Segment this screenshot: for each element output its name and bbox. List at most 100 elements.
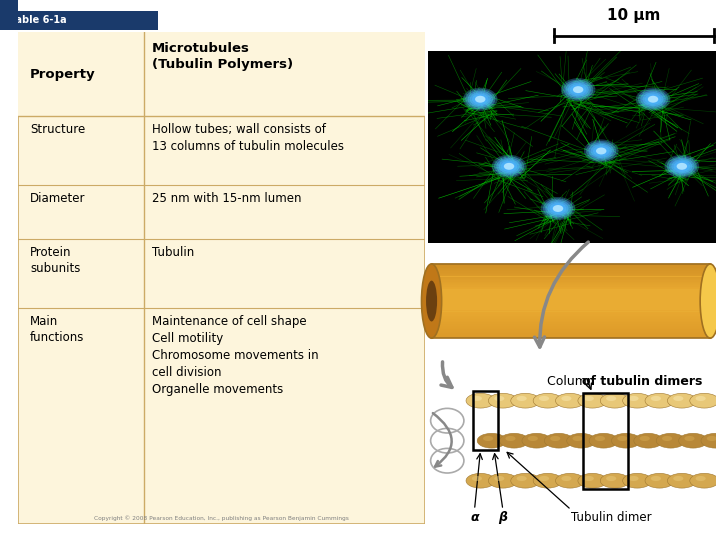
- Circle shape: [677, 163, 687, 170]
- Bar: [431, 321, 710, 322]
- Bar: [431, 273, 710, 274]
- Circle shape: [638, 89, 668, 109]
- Bar: [431, 293, 710, 294]
- Circle shape: [611, 433, 641, 448]
- Circle shape: [665, 155, 699, 178]
- Circle shape: [516, 396, 527, 401]
- Circle shape: [678, 164, 685, 169]
- Text: Main
functions: Main functions: [30, 315, 84, 344]
- Circle shape: [596, 147, 606, 154]
- Circle shape: [669, 158, 695, 175]
- Circle shape: [469, 92, 491, 106]
- Circle shape: [510, 474, 540, 488]
- Bar: [431, 332, 710, 333]
- Text: Microtubules
(Tubulin Polymers): Microtubules (Tubulin Polymers): [152, 42, 293, 71]
- Text: Diameter: Diameter: [30, 192, 86, 205]
- Circle shape: [589, 433, 618, 448]
- Bar: [431, 309, 710, 310]
- Circle shape: [543, 199, 573, 219]
- Circle shape: [673, 476, 683, 481]
- Circle shape: [600, 150, 603, 152]
- Circle shape: [563, 79, 593, 100]
- Circle shape: [539, 396, 549, 401]
- Circle shape: [651, 396, 661, 401]
- Bar: [431, 312, 710, 313]
- Circle shape: [572, 436, 582, 441]
- Bar: [431, 336, 710, 337]
- Bar: [431, 325, 710, 326]
- Circle shape: [510, 393, 540, 408]
- Circle shape: [472, 476, 482, 481]
- Bar: [431, 291, 710, 292]
- Text: Structure: Structure: [30, 123, 86, 136]
- Bar: [431, 308, 710, 309]
- Bar: [431, 334, 710, 336]
- Circle shape: [467, 91, 493, 107]
- Circle shape: [645, 94, 661, 105]
- Bar: [431, 294, 710, 295]
- Circle shape: [645, 393, 674, 408]
- Bar: [431, 262, 710, 264]
- Circle shape: [541, 197, 575, 220]
- Circle shape: [649, 97, 657, 102]
- Bar: [431, 329, 710, 330]
- Bar: [473, 391, 498, 450]
- Circle shape: [572, 86, 584, 93]
- Circle shape: [466, 474, 495, 488]
- Circle shape: [648, 96, 658, 103]
- Bar: [431, 295, 710, 296]
- Text: Tubulin dimer: Tubulin dimer: [571, 511, 652, 524]
- Circle shape: [590, 144, 612, 158]
- Circle shape: [617, 436, 627, 441]
- Circle shape: [500, 433, 528, 448]
- Circle shape: [556, 393, 585, 408]
- Circle shape: [593, 145, 609, 157]
- Circle shape: [498, 159, 520, 173]
- Circle shape: [554, 206, 562, 211]
- Bar: [431, 274, 710, 275]
- Text: Protein
subunits: Protein subunits: [30, 246, 81, 275]
- Circle shape: [652, 98, 654, 100]
- Circle shape: [545, 200, 571, 217]
- Circle shape: [676, 163, 688, 170]
- Bar: [431, 283, 710, 284]
- Bar: [431, 333, 710, 334]
- Circle shape: [701, 433, 720, 448]
- Circle shape: [606, 396, 616, 401]
- Bar: [18, 32, 425, 116]
- Circle shape: [623, 393, 652, 408]
- Bar: [431, 304, 710, 306]
- Circle shape: [586, 141, 616, 161]
- Circle shape: [505, 436, 516, 441]
- Circle shape: [667, 393, 696, 408]
- Bar: [431, 288, 710, 289]
- Text: Property: Property: [30, 68, 96, 80]
- Circle shape: [647, 95, 659, 103]
- Circle shape: [552, 205, 564, 212]
- Circle shape: [533, 474, 562, 488]
- Bar: [431, 278, 710, 279]
- Bar: [431, 264, 710, 338]
- Bar: [431, 292, 710, 293]
- Circle shape: [600, 474, 629, 488]
- Bar: [431, 326, 710, 327]
- Text: α: α: [470, 511, 479, 524]
- Bar: [431, 303, 710, 304]
- Bar: [431, 275, 710, 276]
- Bar: [431, 299, 710, 300]
- Circle shape: [573, 86, 583, 93]
- Bar: [431, 272, 710, 273]
- Circle shape: [690, 474, 719, 488]
- Bar: [431, 289, 710, 291]
- Circle shape: [629, 476, 639, 481]
- Circle shape: [690, 393, 719, 408]
- Bar: [431, 307, 710, 308]
- Circle shape: [575, 87, 582, 92]
- Text: of tubulin dimers: of tubulin dimers: [582, 375, 702, 388]
- Bar: [431, 284, 710, 285]
- Bar: [431, 296, 710, 298]
- Circle shape: [488, 474, 518, 488]
- Bar: [431, 315, 710, 317]
- Circle shape: [474, 95, 486, 103]
- Circle shape: [465, 89, 495, 109]
